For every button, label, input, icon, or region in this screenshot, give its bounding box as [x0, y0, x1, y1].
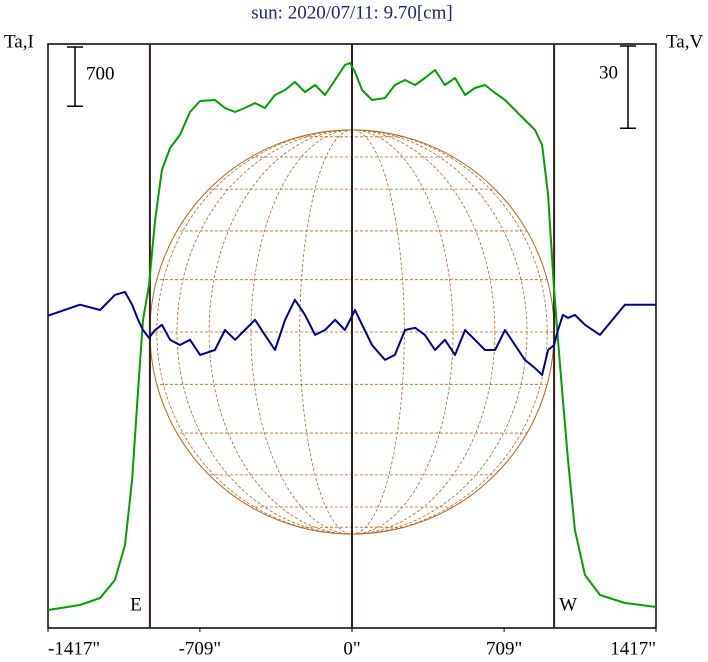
- limb-label: W: [559, 594, 577, 615]
- x-tick-label: 1417": [610, 638, 656, 659]
- chart-title: sun: 2020/07/11: 9.70[cm]: [251, 2, 452, 23]
- disk-meridian: [208, 130, 496, 534]
- series-line: [47, 290, 656, 376]
- x-tick-label: 709": [486, 638, 522, 659]
- x-tick-label: -709": [179, 638, 222, 659]
- x-tick-label: -1417": [48, 638, 100, 659]
- x-tick-label: 0": [343, 638, 360, 659]
- y-axis-label: Ta,I: [4, 31, 34, 52]
- scale-label: 30: [599, 62, 618, 83]
- limb-label: E: [130, 594, 142, 615]
- scale-label: 700: [86, 63, 115, 84]
- series-line: [47, 62, 657, 611]
- disk-meridian: [156, 130, 548, 534]
- disk-meridian: [176, 130, 528, 534]
- y2-axis-label: Ta,V: [666, 31, 703, 52]
